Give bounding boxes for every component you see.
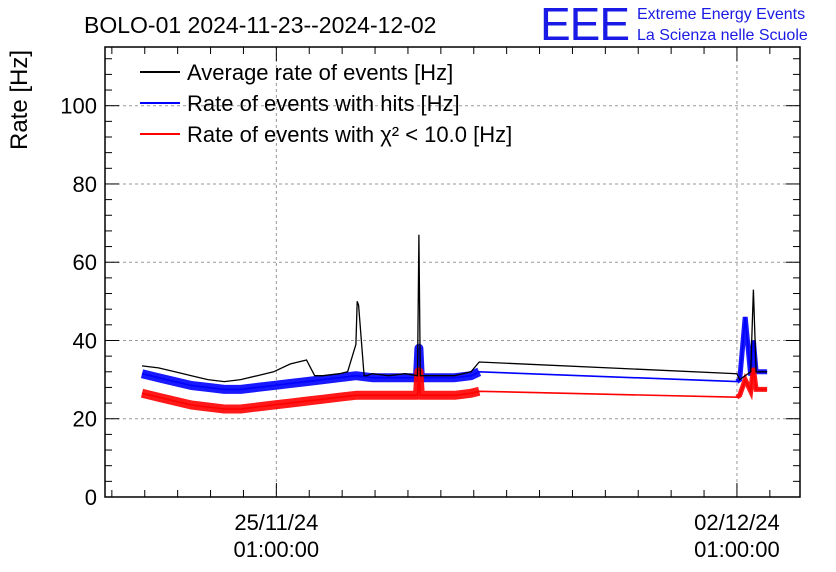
- legend-label-1: Rate of events with hits [Hz]: [187, 91, 460, 116]
- series-group: [140, 234, 768, 414]
- eee-logo-line2: La Scienza nelle Scuole: [637, 27, 808, 44]
- chart-title: BOLO-01 2024-11-23--2024-12-02: [84, 12, 436, 38]
- y-tick-label-5: 100: [60, 94, 97, 119]
- eee-logo: EEE Extreme Energy Events La Scienza nel…: [540, 0, 808, 50]
- legend-label-0: Average rate of events [Hz]: [187, 60, 453, 85]
- y-tick-label-0: 0: [85, 485, 97, 510]
- series-band-2: [140, 367, 481, 414]
- y-tick-labels: 0 20 40 60 80 100: [60, 94, 97, 510]
- y-tick-label-1: 20: [73, 407, 97, 432]
- y-tick-label-4: 80: [73, 172, 97, 197]
- legend-label-2: Rate of events with χ² < 10.0 [Hz]: [187, 122, 512, 147]
- y-tick-label-3: 60: [73, 250, 97, 275]
- axes-frame: [104, 46, 801, 498]
- x-tick-label-time-0: 01:00:00: [234, 537, 320, 562]
- y-tick-label-2: 40: [73, 328, 97, 353]
- x-tick-label-date-0: 25/11/24: [234, 510, 318, 535]
- y-axis-label: Rate [Hz]: [6, 50, 33, 150]
- grid-lines: [105, 47, 800, 497]
- legend: Average rate of events [Hz] Rate of event…: [140, 60, 512, 147]
- eee-logo-text: EEE: [540, 0, 629, 50]
- series-line-0: [141, 234, 768, 383]
- x-tick-label-date-1: 02/12/24: [694, 510, 780, 535]
- series-band2-2: [735, 367, 768, 401]
- x-tick-label-time-1: 01:00:00: [694, 537, 780, 562]
- eee-logo-line1: Extreme Energy Events: [637, 6, 805, 23]
- plot-frame: [104, 46, 801, 498]
